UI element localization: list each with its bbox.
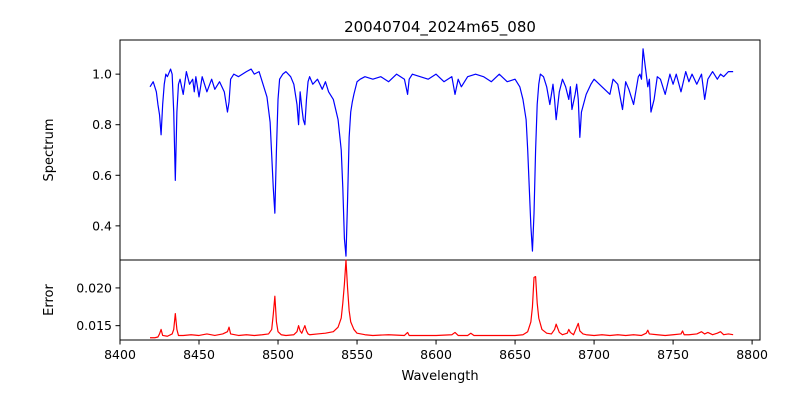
error-y-ticks: 0.015 0.020: [76, 280, 120, 333]
spectrum-panel: 0.4 0.6 0.8 1.0 Spectrum: [42, 39, 761, 261]
x-tick-label: 8550: [341, 347, 373, 362]
error-series-line: [150, 259, 734, 339]
y-tick-label: 0.8: [92, 117, 112, 132]
y-tick-label: 0.4: [92, 218, 112, 233]
y-tick-label: 0.020: [76, 280, 112, 295]
x-tick-label: 8500: [262, 347, 294, 362]
spectrum-plot-frame: [119, 39, 761, 261]
y-tick-label: 0.015: [76, 318, 112, 333]
spectrum-series-line: [149, 48, 734, 257]
error-y-axis-label: Error: [42, 284, 57, 316]
x-tick-label: 8700: [578, 347, 610, 362]
x-axis-ticks: 8400 8450 8500 8550 8600 8650 8700 8750 8800: [104, 340, 768, 362]
x-axis-label: Wavelength: [401, 369, 478, 384]
x-tick-label: 8600: [420, 347, 452, 362]
y-tick-label: 1.0: [92, 67, 112, 82]
x-tick-label: 8400: [104, 347, 136, 362]
spectrum-y-ticks: 0.4 0.6 0.8 1.0: [92, 67, 120, 233]
spectrum-y-axis-label: Spectrum: [42, 119, 57, 182]
error-plot-frame: [119, 259, 761, 341]
x-tick-label: 8800: [736, 347, 768, 362]
x-tick-label: 8450: [183, 347, 215, 362]
chart-title: 20040704_2024m65_080: [344, 18, 536, 37]
y-tick-label: 0.6: [92, 168, 112, 183]
error-panel: 0.015 0.020 Error: [42, 259, 761, 341]
x-tick-label: 8750: [657, 347, 689, 362]
x-tick-label: 8650: [499, 347, 531, 362]
